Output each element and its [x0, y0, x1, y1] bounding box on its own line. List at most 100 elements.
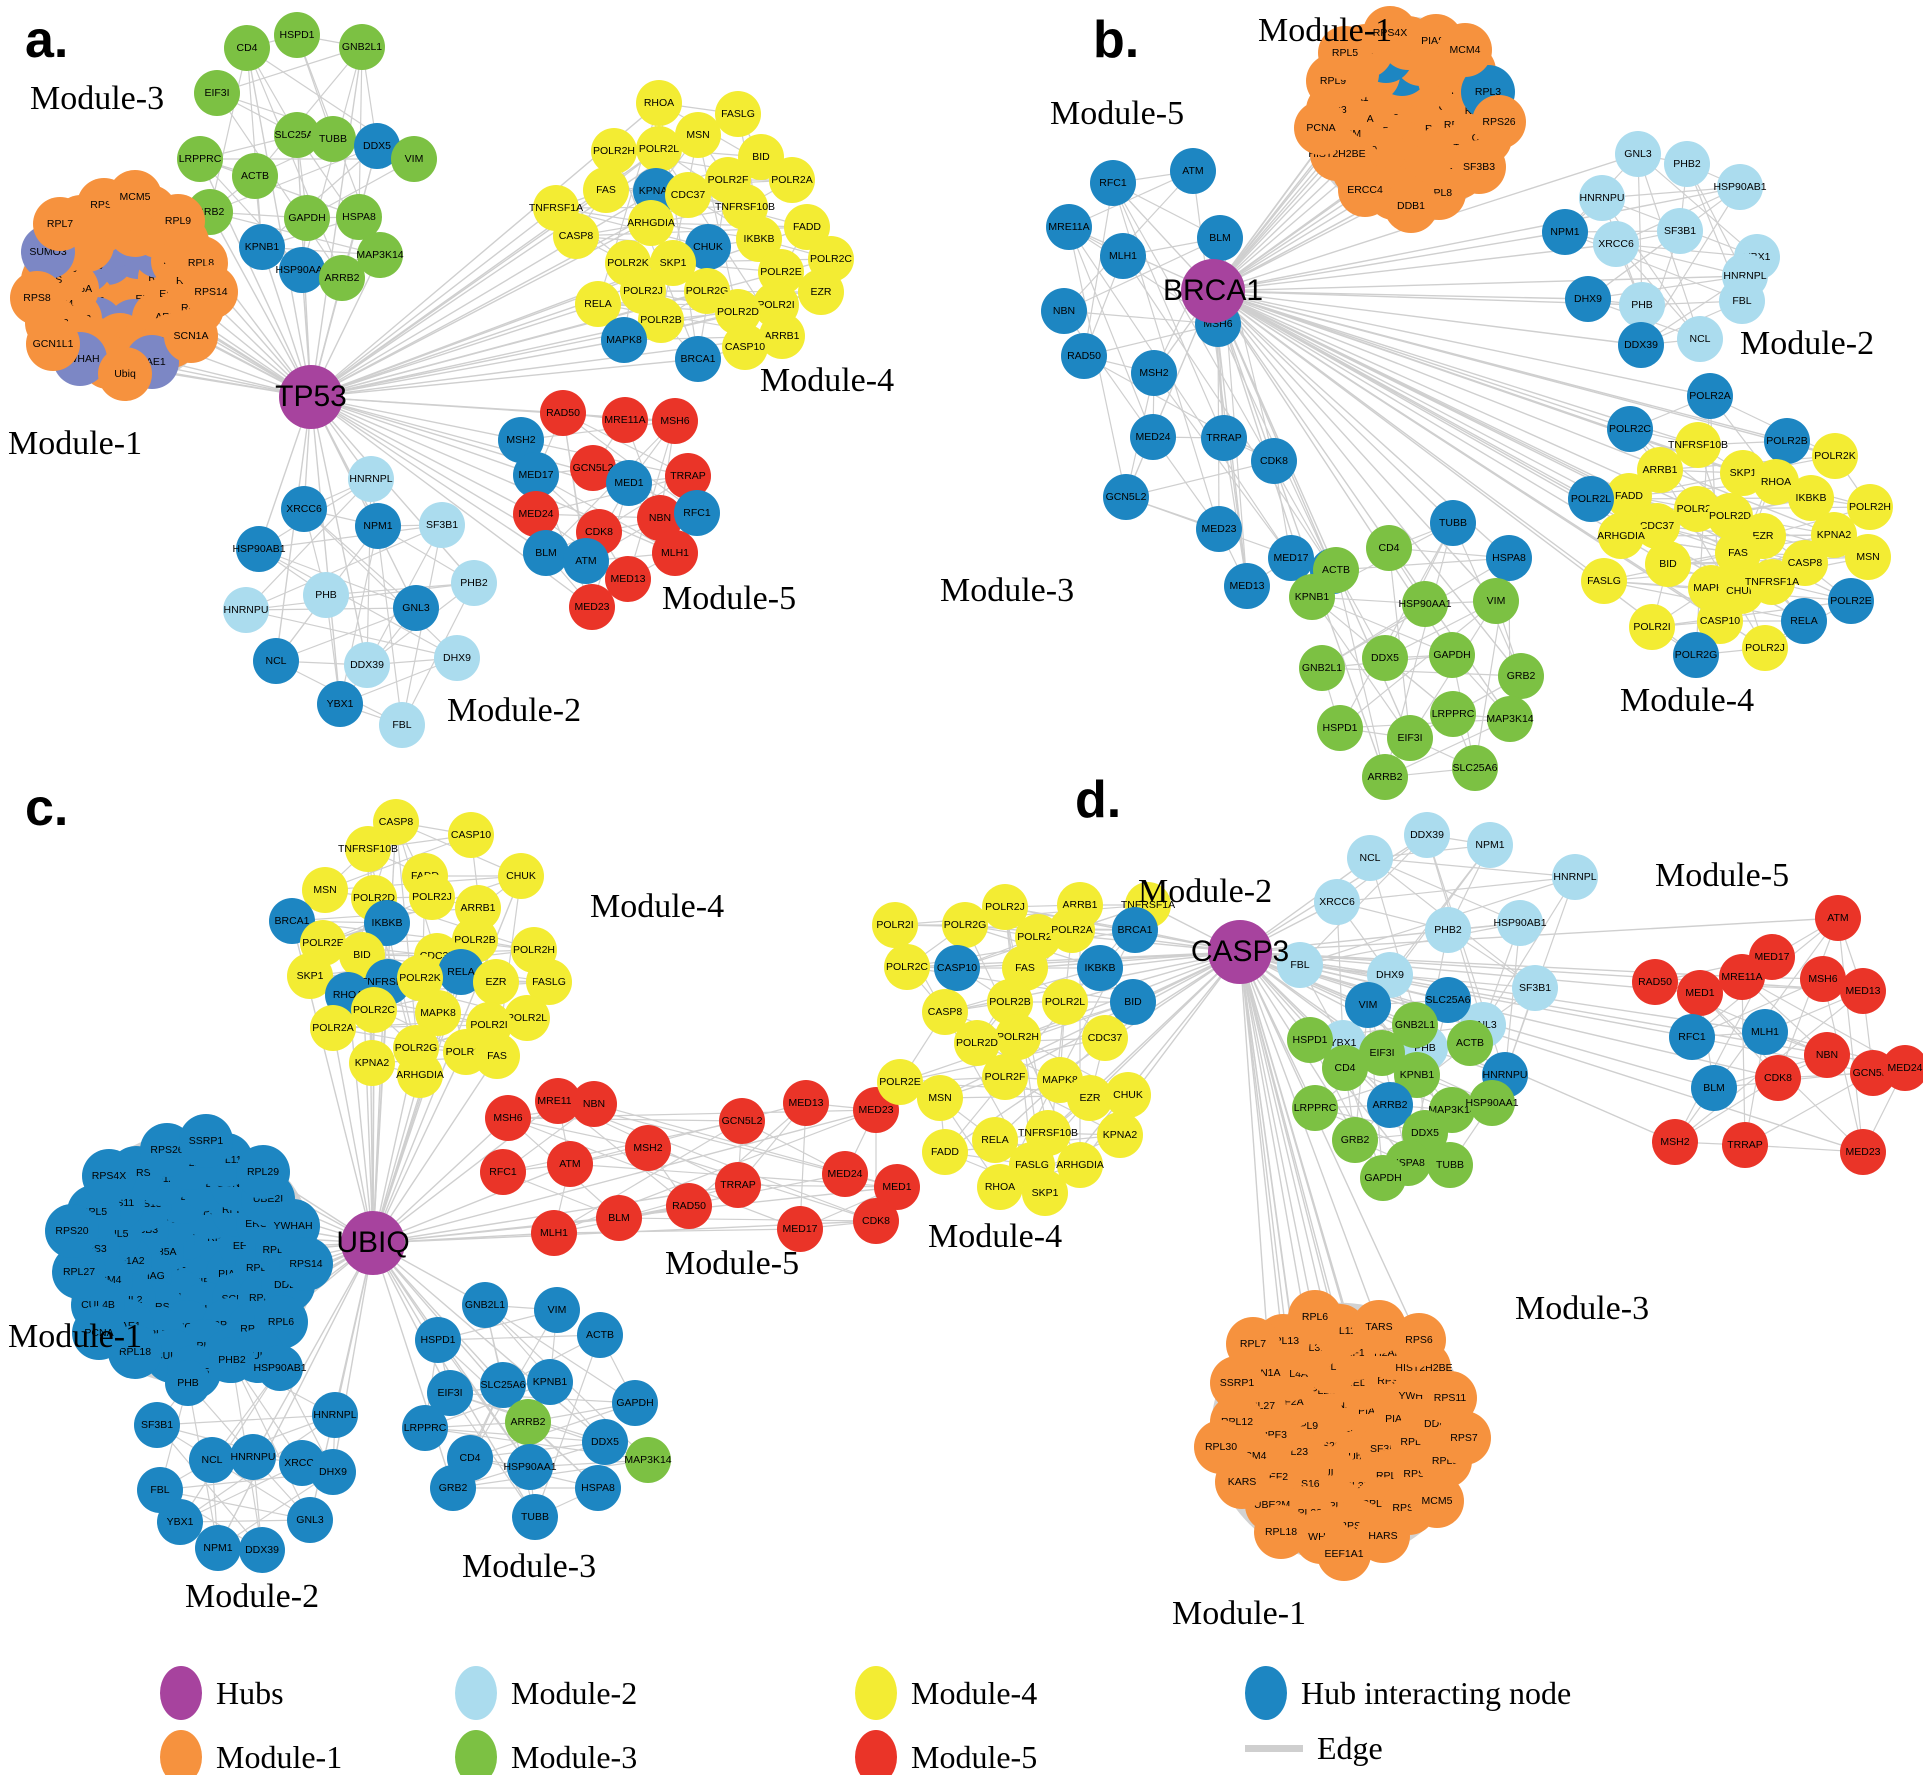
node-tubb[interactable]: TUBB [1427, 1142, 1473, 1188]
node-actb[interactable]: ACTB [232, 153, 278, 199]
node-rhoa[interactable]: RHOA [977, 1164, 1023, 1210]
node-polr2b[interactable]: POLR2B [1764, 418, 1810, 464]
node-med24[interactable]: MED24 [822, 1151, 868, 1197]
node-mre11a[interactable]: MRE11A [602, 397, 648, 443]
node-fas[interactable]: FAS [474, 1033, 520, 1079]
node-rps20[interactable]: RPS20 [45, 1204, 99, 1258]
node-ncl[interactable]: NCL [189, 1437, 235, 1483]
node-ddb1[interactable]: DDB1 [1384, 179, 1438, 233]
node-gnl3[interactable]: GNL3 [393, 585, 439, 631]
node-gapdh[interactable]: GAPDH [284, 195, 330, 241]
node-vim[interactable]: VIM [534, 1287, 580, 1333]
node-rad50[interactable]: RAD50 [1632, 959, 1678, 1005]
node-sf3b1[interactable]: SF3B1 [134, 1402, 180, 1448]
node-kpnb1[interactable]: KPNB1 [527, 1359, 573, 1405]
node-polr2i[interactable]: POLR2I [872, 902, 918, 948]
node-sf3b3[interactable]: SF3B3 [1452, 140, 1506, 194]
node-rpl6[interactable]: RPL6 [1288, 1290, 1342, 1344]
node-xrcc6[interactable]: XRCC6 [1314, 879, 1360, 925]
node-hnrnpl[interactable]: HNRNPL [348, 456, 394, 502]
node-hnrnpl[interactable]: HNRNPL [312, 1392, 358, 1438]
node-polr2i[interactable]: POLR2I [1629, 604, 1675, 650]
node-rpl30[interactable]: RPL30 [1194, 1420, 1248, 1474]
node-rpl7[interactable]: RPL7 [1226, 1317, 1280, 1371]
node-casp10[interactable]: CASP10 [448, 812, 494, 858]
node-trrap[interactable]: TRRAP [1201, 415, 1247, 461]
node-gapdh[interactable]: GAPDH [612, 1380, 658, 1426]
node-hsp90aa1[interactable]: HSP90AA1 [1398, 581, 1452, 627]
node-msn[interactable]: MSN [917, 1075, 963, 1121]
node-polr2c[interactable]: POLR2C [1607, 406, 1653, 452]
node-sf3b1[interactable]: SF3B1 [1512, 965, 1558, 1011]
node-lrpprc[interactable]: LRPPRC [177, 136, 223, 182]
node-sf3b1[interactable]: SF3B1 [1657, 208, 1703, 254]
node-hspa8[interactable]: HSPA8 [1486, 535, 1532, 581]
node-rad50[interactable]: RAD50 [1061, 333, 1107, 379]
node-rfc1[interactable]: RFC1 [1669, 1014, 1715, 1060]
node-grb2[interactable]: GRB2 [1498, 653, 1544, 699]
node-cdk8[interactable]: CDK8 [853, 1198, 899, 1244]
node-rfc1[interactable]: RFC1 [674, 490, 720, 536]
node-tubb[interactable]: TUBB [1430, 500, 1476, 546]
node-hsp90aa1[interactable]: HSP90AA1 [1465, 1080, 1519, 1126]
node-chuk[interactable]: CHUK [498, 853, 544, 899]
node-map3k14[interactable]: MAP3K14 [624, 1437, 672, 1483]
node-polr2f[interactable]: POLR2F [982, 1054, 1028, 1100]
node-ezr[interactable]: EZR [798, 269, 844, 315]
node-msn[interactable]: MSN [1845, 534, 1891, 580]
node-med23[interactable]: MED23 [569, 584, 615, 630]
node-mlh1[interactable]: MLH1 [1100, 233, 1146, 279]
node-mlh1[interactable]: MLH1 [531, 1210, 577, 1256]
node-nbn[interactable]: NBN [571, 1081, 617, 1127]
node-sf3b1[interactable]: SF3B1 [419, 502, 465, 548]
node-msh6[interactable]: MSH6 [485, 1095, 531, 1141]
node-faslg[interactable]: FASLG [1581, 558, 1627, 604]
node-kpnb1[interactable]: KPNB1 [239, 224, 285, 270]
node-tnfrsf10b[interactable]: TNFRSF10B [338, 826, 398, 872]
node-arhgdia[interactable]: ARHGDIA [396, 1052, 444, 1098]
node-arrb2[interactable]: ARRB2 [319, 255, 365, 301]
node-tnfrsf1a[interactable]: TNFRSF1A [1745, 559, 1799, 605]
node-rfc1[interactable]: RFC1 [1090, 160, 1136, 206]
node-atm[interactable]: ATM [1170, 148, 1216, 194]
hub-node-casp3[interactable]: CASP3 [1191, 920, 1289, 984]
node-map3k14[interactable]: MAP3K14 [1486, 696, 1534, 742]
node-nbn[interactable]: NBN [1804, 1032, 1850, 1078]
node-kpnb1[interactable]: KPNB1 [1289, 574, 1335, 620]
node-gnl3[interactable]: GNL3 [287, 1497, 333, 1543]
node-fbl[interactable]: FBL [1719, 278, 1765, 324]
node-chuk[interactable]: CHUK [1105, 1072, 1151, 1118]
node-rps4x[interactable]: RPS4X [82, 1149, 136, 1203]
node-cdc37[interactable]: CDC37 [1082, 1015, 1128, 1061]
node-tnfrsf10b[interactable]: TNFRSF10B [1668, 422, 1728, 468]
node-hsp90aa1[interactable]: HSP90AA1 [275, 247, 329, 293]
node-ubiq[interactable]: Ubiq [98, 347, 152, 401]
node-cd4[interactable]: CD4 [224, 25, 270, 71]
node-mlh1[interactable]: MLH1 [1742, 1009, 1788, 1055]
node-med13[interactable]: MED13 [1840, 968, 1886, 1014]
node-msh6[interactable]: MSH6 [1800, 956, 1846, 1002]
node-rps7[interactable]: RPS7 [1437, 1411, 1491, 1465]
node-hspd1[interactable]: HSPD1 [274, 12, 320, 58]
node-ddx5[interactable]: DDX5 [1362, 635, 1408, 681]
node-mapk8[interactable]: MAPK8 [601, 317, 647, 363]
node-hspd1[interactable]: HSPD1 [1317, 705, 1363, 751]
node-ybx1[interactable]: YBX1 [317, 681, 363, 727]
hub-node-tp53[interactable]: TP53 [275, 365, 347, 429]
node-xrcc6[interactable]: XRCC6 [1593, 221, 1639, 267]
node-rela[interactable]: RELA [1781, 598, 1827, 644]
node-vim[interactable]: VIM [1345, 982, 1391, 1028]
node-polr2a[interactable]: POLR2A [1049, 907, 1095, 953]
node-dhx9[interactable]: DHX9 [1565, 276, 1611, 322]
node-lrpprc[interactable]: LRPPRC [1292, 1085, 1338, 1131]
node-phb2[interactable]: PHB2 [1664, 141, 1710, 187]
node-polr2c[interactable]: POLR2C [351, 987, 397, 1033]
node-med23[interactable]: MED23 [1840, 1129, 1886, 1175]
node-gnl3[interactable]: GNL3 [1615, 131, 1661, 177]
node-polr2j[interactable]: POLR2J [1742, 625, 1788, 671]
node-cdc37[interactable]: CDC37 [665, 172, 711, 218]
node-rad50[interactable]: RAD50 [540, 390, 586, 436]
node-fas[interactable]: FAS [583, 167, 629, 213]
node-msh6[interactable]: MSH6 [652, 398, 698, 444]
node-trrap[interactable]: TRRAP [715, 1162, 761, 1208]
